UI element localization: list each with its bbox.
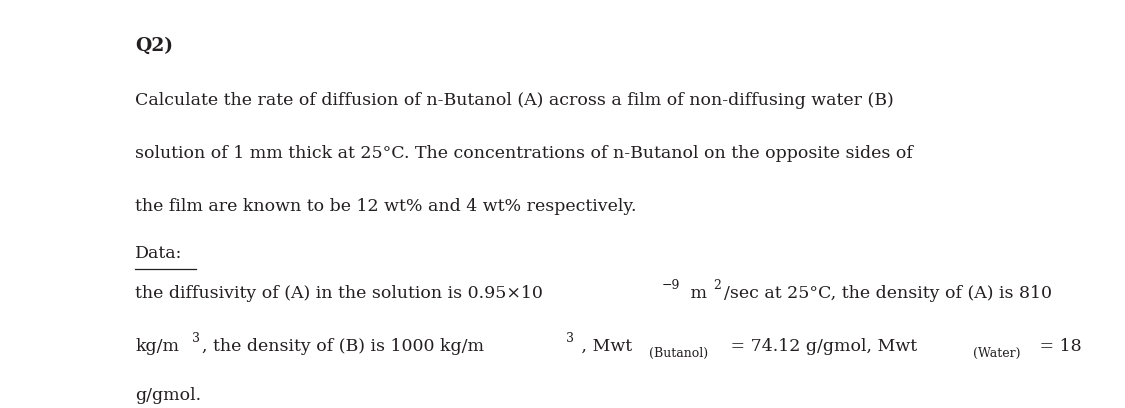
- Text: = 74.12 g/gmol, Mwt: = 74.12 g/gmol, Mwt: [724, 338, 917, 355]
- Text: , the density of (B) is 1000 kg/m: , the density of (B) is 1000 kg/m: [202, 338, 484, 355]
- Text: solution of 1 mm thick at 25°C. The concentrations of n-Butanol on the opposite : solution of 1 mm thick at 25°C. The conc…: [135, 145, 912, 162]
- Text: 3: 3: [191, 332, 200, 345]
- Text: , Mwt: , Mwt: [576, 338, 632, 355]
- Text: 2: 2: [713, 279, 721, 292]
- Text: (Water): (Water): [973, 347, 1020, 360]
- Text: (Butanol): (Butanol): [649, 347, 708, 360]
- Text: the diffusivity of (A) in the solution is 0.95×10: the diffusivity of (A) in the solution i…: [135, 285, 543, 302]
- Text: m: m: [685, 285, 706, 302]
- Text: Data:: Data:: [135, 245, 182, 262]
- Text: the film are known to be 12 wt% and 4 wt% respectively.: the film are known to be 12 wt% and 4 wt…: [135, 198, 637, 215]
- Text: /sec at 25°C, the density of (A) is 810: /sec at 25°C, the density of (A) is 810: [723, 285, 1052, 302]
- Text: 3: 3: [566, 332, 574, 345]
- Text: kg/m: kg/m: [135, 338, 179, 355]
- Text: Calculate the rate of diffusion of n-Butanol (A) across a film of non-diffusing : Calculate the rate of diffusion of n-But…: [135, 92, 893, 109]
- Text: = 18: = 18: [1034, 338, 1082, 355]
- Text: Q2): Q2): [135, 37, 173, 55]
- Text: −9: −9: [662, 279, 680, 292]
- Text: g/gmol.: g/gmol.: [135, 387, 201, 404]
